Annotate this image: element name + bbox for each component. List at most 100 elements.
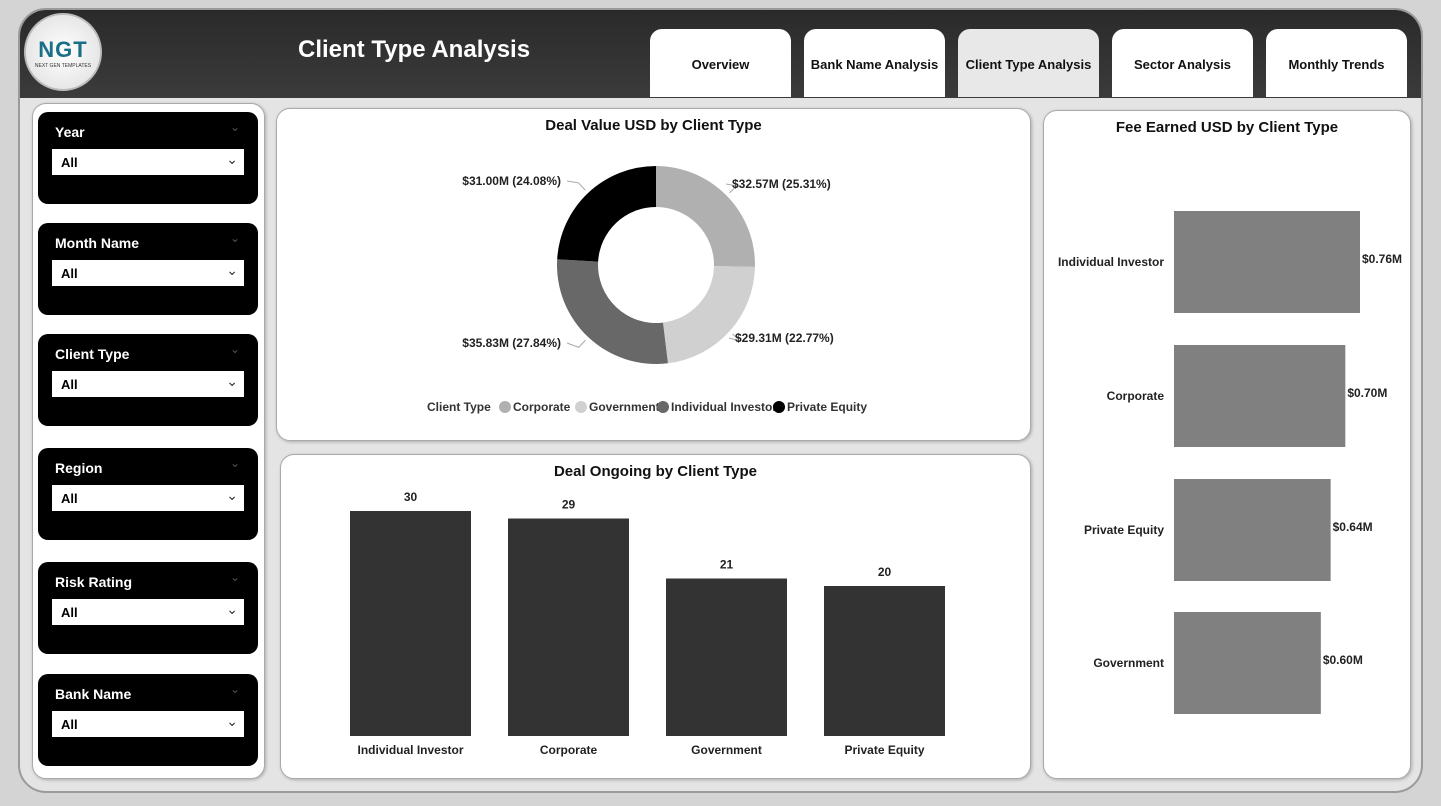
chevron-down-icon[interactable]: ⌄ (229, 682, 240, 696)
slicer-label: Bank Name (55, 686, 132, 702)
bar-individual-investor (350, 511, 471, 736)
slicer-dropdown[interactable]: All ⌄ (52, 599, 244, 625)
donut-slice-private-equity (557, 166, 656, 262)
chart-title: Deal Ongoing by Client Type (553, 463, 758, 480)
slicer-value: All (61, 605, 78, 620)
chevron-down-icon: ⌄ (226, 151, 238, 167)
logo-subtext: NEXT GEN TEMPLATES (34, 63, 92, 69)
slicer-label: Year (55, 124, 85, 140)
axis-label: Government (1093, 656, 1164, 670)
data-label: 30 (404, 490, 418, 504)
slicer-dropdown[interactable]: All ⌄ (52, 485, 244, 511)
chevron-down-icon[interactable]: ⌄ (229, 231, 240, 245)
slicer-dropdown[interactable]: All ⌄ (52, 371, 244, 397)
slicer-year: Year ⌄ All ⌄ (38, 112, 258, 204)
bar-corporate (1174, 345, 1346, 447)
donut-chart: $32.57M (25.31%) $29.31M (22.77%) $35.83M … (427, 166, 867, 414)
legend-marker (657, 401, 669, 413)
bar-corporate (508, 518, 629, 736)
legend-item: Government (589, 400, 660, 414)
chevron-down-icon[interactable]: ⌄ (229, 342, 240, 356)
axis-label: Individual Investor (1058, 255, 1164, 269)
legend-marker (499, 401, 511, 413)
axis-label: Individual Investor (357, 743, 463, 757)
bar-private-equity (1174, 479, 1331, 581)
axis-label: Government (691, 743, 762, 757)
donut-slice-individual-investor (557, 259, 668, 364)
header: NGT NEXT GEN TEMPLATES Client Type Analys… (20, 10, 1421, 98)
chevron-down-icon[interactable]: ⌄ (229, 456, 240, 470)
chevron-down-icon: ⌄ (226, 262, 238, 278)
filter-panel: Year ⌄ All ⌄ Month Name ⌄ All ⌄ Client Type ⌄ All ⌄… (32, 103, 265, 779)
deal-value-donut-card: Deal Value USD by Client Type $32.57M (2… (276, 108, 1031, 441)
slicer-bank-name: Bank Name ⌄ All ⌄ (38, 674, 258, 766)
chevron-down-icon[interactable]: ⌄ (229, 570, 240, 584)
slicer-dropdown[interactable]: All ⌄ (52, 711, 244, 737)
data-label: $32.57M (25.31%) (732, 177, 831, 191)
donut-slice-corporate (656, 166, 755, 267)
axis-label: Private Equity (844, 743, 924, 757)
dashboard-frame: NGT NEXT GEN TEMPLATES Client Type Analys… (18, 8, 1423, 793)
leader-line (566, 339, 586, 348)
leader-line (728, 333, 741, 342)
data-label: 20 (878, 565, 892, 579)
legend-item: Corporate (513, 400, 571, 414)
slicer-label: Client Type (55, 346, 130, 362)
slicer-label: Risk Rating (55, 574, 133, 590)
data-label: 29 (562, 498, 576, 512)
leader-line (566, 180, 586, 191)
data-label: $0.60M (1323, 653, 1363, 667)
logo-text: NGT (38, 37, 88, 62)
bar-government (1174, 612, 1321, 714)
data-label: $29.31M (22.77%) (735, 331, 834, 345)
chevron-down-icon: ⌄ (226, 601, 238, 617)
bar-private-equity (824, 586, 945, 736)
tab-overview[interactable]: Overview (650, 29, 791, 97)
data-label: $0.64M (1333, 520, 1373, 534)
slicer-month-name: Month Name ⌄ All ⌄ (38, 223, 258, 315)
page-title: Client Type Analysis (298, 36, 531, 63)
legend-item: Individual Investor (671, 400, 777, 414)
slicer-value: All (61, 155, 78, 170)
deal-ongoing-bar-card: Deal Ongoing by Client Type 30 Individual… (280, 454, 1031, 779)
tab-monthly-trends[interactable]: Monthly Trends (1266, 29, 1407, 97)
slicer-risk-rating: Risk Rating ⌄ All ⌄ (38, 562, 258, 654)
legend-marker (575, 401, 587, 413)
legend-marker (773, 401, 785, 413)
chart-title: Deal Value USD by Client Type (545, 117, 762, 134)
axis-label: Corporate (540, 743, 598, 757)
chevron-down-icon[interactable]: ⌄ (229, 120, 240, 134)
axis-label: Private Equity (1084, 523, 1164, 537)
bar-individual-investor (1174, 211, 1360, 313)
data-label: $31.00M (24.08%) (462, 174, 561, 188)
slicer-dropdown[interactable]: All ⌄ (52, 149, 244, 175)
slicer-value: All (61, 266, 78, 281)
column-chart: 30 Individual Investor 29 Corporate 21 Govern… (350, 490, 945, 757)
data-label: $35.83M (27.84%) (462, 336, 561, 350)
slicer-label: Month Name (55, 235, 139, 251)
slicer-value: All (61, 377, 78, 392)
slicer-value: All (61, 491, 78, 506)
tab-bank-name-analysis[interactable]: Bank Name Analysis (804, 29, 945, 97)
legend-title: Client Type (427, 400, 491, 414)
logo: NGT NEXT GEN TEMPLATES (24, 13, 102, 91)
chevron-down-icon: ⌄ (226, 373, 238, 389)
donut-slice-government (662, 266, 755, 364)
slicer-region: Region ⌄ All ⌄ (38, 448, 258, 540)
legend-item: Private Equity (787, 400, 867, 414)
data-label: 21 (720, 558, 734, 572)
chevron-down-icon: ⌄ (226, 713, 238, 729)
data-label: $0.70M (1347, 386, 1387, 400)
slicer-dropdown[interactable]: All ⌄ (52, 260, 244, 286)
data-label: $0.76M (1362, 252, 1402, 266)
slicer-client-type: Client Type ⌄ All ⌄ (38, 334, 258, 426)
tab-client-type-analysis[interactable]: Client Type Analysis (958, 29, 1099, 97)
tab-sector-analysis[interactable]: Sector Analysis (1112, 29, 1253, 97)
fee-earned-bar-card: Fee Earned USD by Client Type $0.76M Indi… (1043, 110, 1411, 779)
slicer-label: Region (55, 460, 103, 476)
axis-label: Corporate (1107, 389, 1165, 403)
leader-line (725, 183, 738, 194)
chart-title: Fee Earned USD by Client Type (1115, 119, 1339, 136)
bar-chart: $0.76M Individual Investor $0.70M Corporate… (1058, 211, 1402, 714)
bar-government (666, 578, 787, 736)
